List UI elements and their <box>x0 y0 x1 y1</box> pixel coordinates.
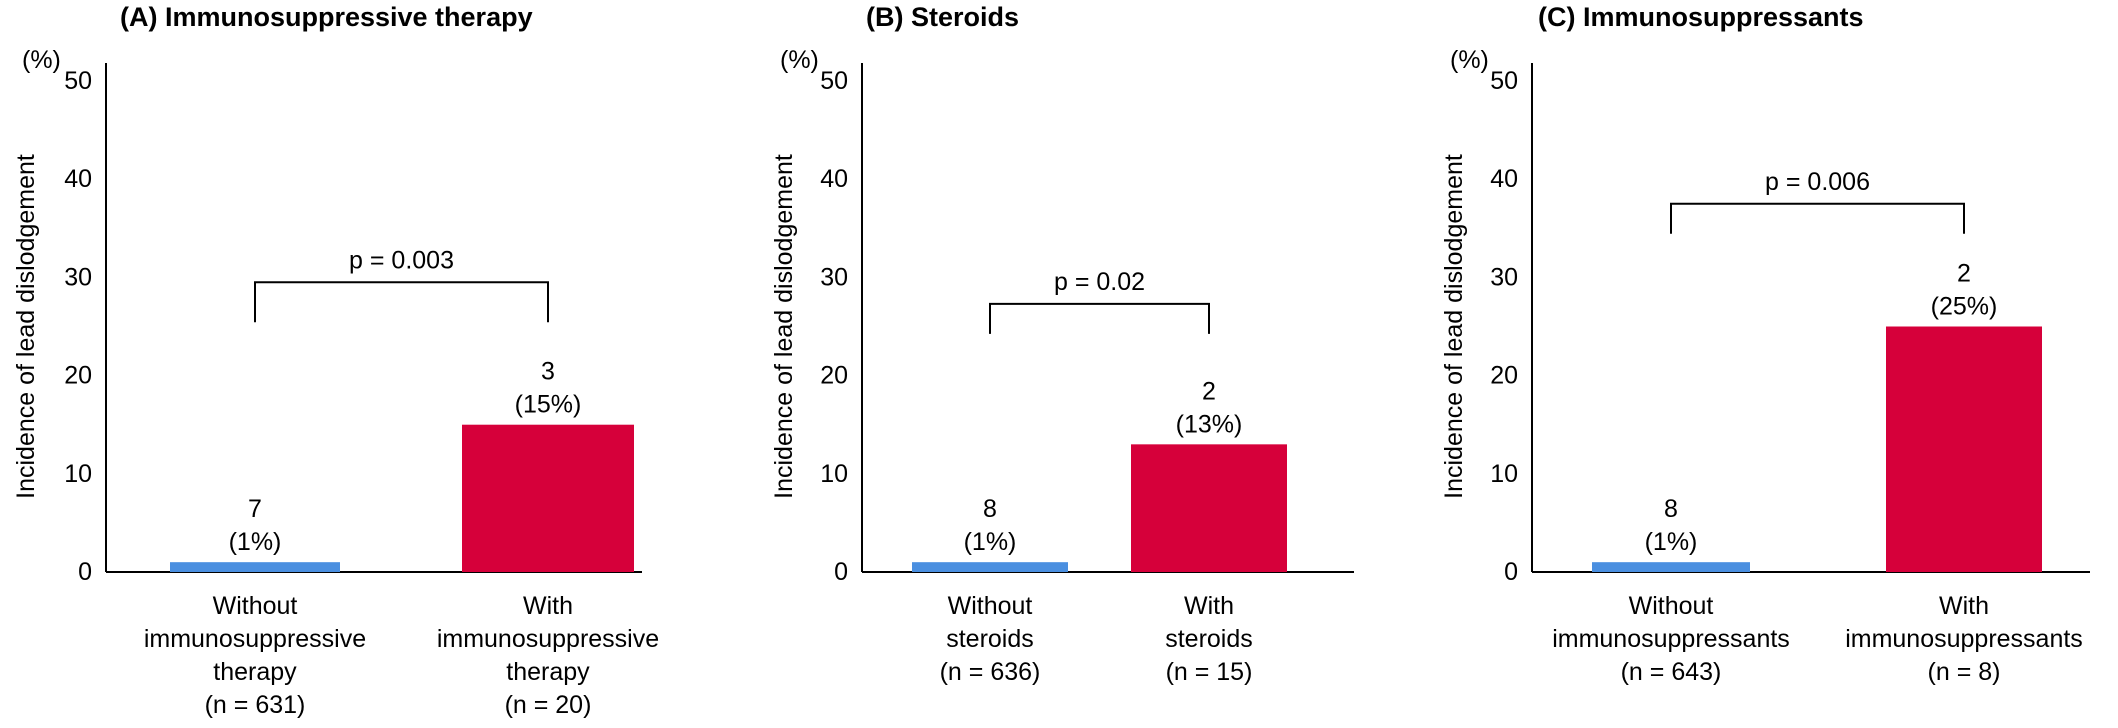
x-category-label: (n = 643) <box>1621 658 1722 686</box>
y-tick-label: 20 <box>820 362 848 390</box>
bar-data-label: (15%) <box>515 391 582 419</box>
x-category-label: therapy <box>213 658 297 686</box>
y-tick-label: 10 <box>820 460 848 488</box>
chart-panel-b: (B) Steroids (%) Incidence of lead dislodg… <box>770 2 1354 686</box>
p-value-label: p = 0.02 <box>1054 268 1145 296</box>
x-category-label: (n = 636) <box>940 658 1041 686</box>
bar-without <box>170 562 340 572</box>
bar-data-label: 3 <box>541 358 555 386</box>
x-category-label: immunosuppressants <box>1845 625 2083 653</box>
y-tick-label: 30 <box>64 263 92 291</box>
bar-with <box>1886 326 2042 572</box>
chart-panel-c: (C) Immunosuppressants (%) Incidence of le… <box>1440 2 2090 686</box>
x-category-label: steroids <box>1165 625 1253 653</box>
bar-data-label: 7 <box>248 495 262 523</box>
y-tick-label: 50 <box>820 67 848 95</box>
chart-title: (C) Immunosuppressants <box>1538 2 1864 32</box>
bar-data-label: 2 <box>1957 260 1971 288</box>
y-tick-label: 30 <box>1490 263 1518 291</box>
x-category-label: With <box>1939 592 1989 620</box>
y-unit-label: (%) <box>780 46 819 74</box>
y-tick-label: 40 <box>1490 165 1518 193</box>
x-category-label: (n = 631) <box>205 691 306 719</box>
y-tick-label: 20 <box>1490 362 1518 390</box>
x-category-label: immunosuppressants <box>1552 625 1790 653</box>
y-tick-label: 20 <box>64 362 92 390</box>
bar-with <box>1131 444 1287 572</box>
y-axis-label: Incidence of lead dislodgement <box>1440 154 1468 499</box>
y-tick-label: 30 <box>820 263 848 291</box>
x-category-label: Without <box>213 592 298 620</box>
x-category-label: Without <box>1629 592 1714 620</box>
y-tick-label: 10 <box>64 460 92 488</box>
y-tick-label: 0 <box>78 558 92 586</box>
x-category-label: With <box>523 592 573 620</box>
x-category-label: steroids <box>946 625 1034 653</box>
x-category-label: (n = 8) <box>1928 658 2001 686</box>
significance-bracket <box>254 281 549 323</box>
bar-data-label: 8 <box>1664 495 1678 523</box>
bar-with <box>462 424 634 572</box>
x-category-label: With <box>1184 592 1234 620</box>
bar-without <box>1592 562 1750 572</box>
y-axis-label: Incidence of lead dislodgement <box>12 154 40 499</box>
p-value-label: p = 0.006 <box>1765 168 1870 196</box>
bar-data-label: (13%) <box>1176 410 1243 438</box>
y-tick-label: 50 <box>64 67 92 95</box>
x-category-label: (n = 20) <box>505 691 592 719</box>
p-value-label: p = 0.003 <box>349 246 454 274</box>
x-category-label: (n = 15) <box>1166 658 1253 686</box>
y-unit-label: (%) <box>1450 46 1489 74</box>
bar-data-label: (1%) <box>964 528 1017 556</box>
significance-bracket <box>1670 202 1965 234</box>
x-category-label: Without <box>948 592 1033 620</box>
chart-panel-a: (A) Immunosuppressive therapy (%) Incidenc… <box>12 2 659 719</box>
bar-data-label: (1%) <box>1645 528 1698 556</box>
x-category-label: immunosuppressive <box>144 625 366 653</box>
x-category-label: immunosuppressive <box>437 625 659 653</box>
bar-without <box>912 562 1068 572</box>
bar-data-label: 2 <box>1202 377 1216 405</box>
y-tick-label: 40 <box>820 165 848 193</box>
chart-title: (A) Immunosuppressive therapy <box>120 2 533 32</box>
y-tick-label: 0 <box>1504 558 1518 586</box>
bar-data-label: 8 <box>983 495 997 523</box>
y-tick-label: 10 <box>1490 460 1518 488</box>
x-category-label: therapy <box>506 658 590 686</box>
y-tick-label: 50 <box>1490 67 1518 95</box>
y-tick-label: 40 <box>64 165 92 193</box>
significance-bracket <box>989 302 1210 334</box>
bar-data-label: (1%) <box>229 528 282 556</box>
y-axis-label: Incidence of lead dislodgement <box>770 154 798 499</box>
y-unit-label: (%) <box>22 46 61 74</box>
bar-data-label: (25%) <box>1931 293 1998 321</box>
y-tick-label: 0 <box>834 558 848 586</box>
chart-title: (B) Steroids <box>866 2 1019 32</box>
